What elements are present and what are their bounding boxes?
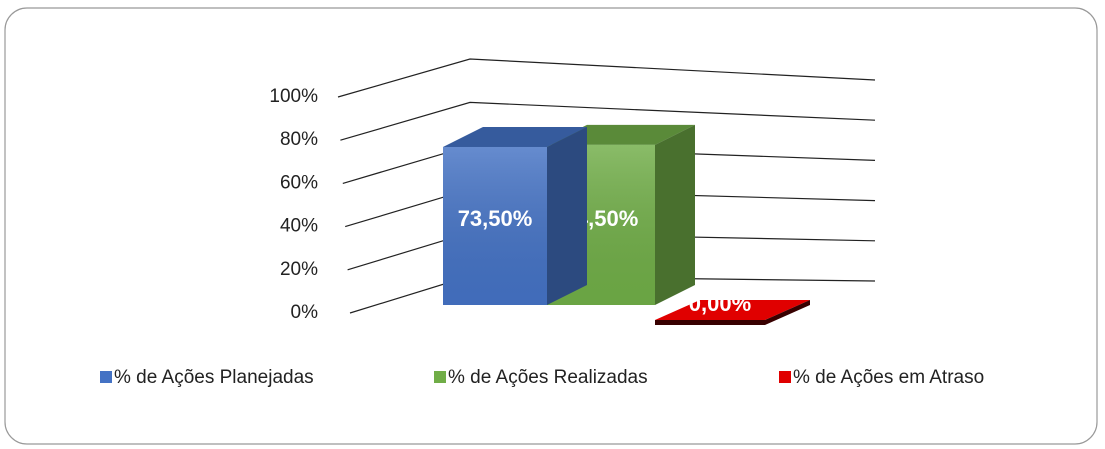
grid-line [340, 101, 876, 141]
data-label: 0,00% [689, 291, 751, 316]
bar-top [443, 126, 587, 147]
bar-side [655, 300, 810, 325]
y-tick-label: 20% [280, 259, 318, 280]
bar-side [655, 124, 695, 305]
bar-side [547, 126, 587, 305]
y-tick-label: 40% [280, 216, 318, 237]
y-tick-label: 80% [280, 129, 318, 150]
y-tick-label: 60% [280, 172, 318, 193]
bar-shade [443, 146, 547, 305]
legend-label: % de Ações Realizadas [448, 367, 648, 388]
y-tick-label: 0% [291, 302, 319, 323]
grid-line [337, 58, 876, 98]
legend-swatch [100, 371, 112, 383]
legend-swatch [779, 371, 791, 383]
y-tick-label: 100% [269, 86, 318, 107]
bar [655, 300, 810, 320]
legend-label: % de Ações Planejadas [114, 367, 314, 388]
legend-label: % de Ações em Atraso [793, 367, 984, 388]
data-label: 73,50% [458, 206, 533, 231]
legend-swatch [434, 371, 446, 383]
